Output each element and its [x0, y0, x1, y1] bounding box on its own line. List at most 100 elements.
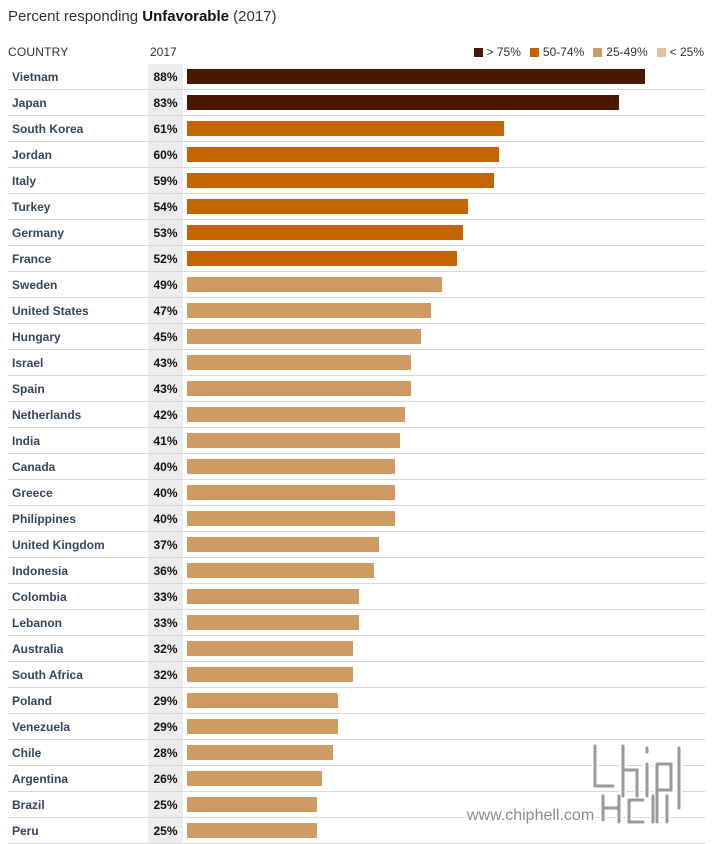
- bar: [187, 537, 380, 552]
- chart-row: Brazil 25%: [8, 792, 705, 818]
- country-label: Israel: [12, 356, 44, 370]
- bar: [187, 147, 499, 162]
- country-label: Indonesia: [12, 564, 69, 578]
- chart-row: Canada 40%: [8, 454, 705, 480]
- value-label: 54%: [153, 200, 178, 214]
- country-label: Chile: [12, 746, 42, 760]
- country-label: Japan: [12, 96, 47, 110]
- value-label: 32%: [153, 642, 178, 656]
- bar: [187, 641, 354, 656]
- value-label: 43%: [153, 356, 178, 370]
- legend-item-under-25: < 25%: [656, 45, 704, 59]
- legend-item-50-74: 50-74%: [529, 45, 585, 59]
- value-label: 47%: [153, 304, 178, 318]
- value-label: 88%: [153, 70, 178, 84]
- bar: [187, 95, 619, 110]
- chart-row: India 41%: [8, 428, 705, 454]
- legend-label: < 25%: [669, 45, 704, 59]
- legend-label: 25-49%: [606, 45, 648, 59]
- bar: [187, 667, 354, 682]
- bar: [187, 615, 359, 630]
- year-column-header: 2017: [150, 45, 177, 59]
- chart-row: Israel 43%: [8, 350, 705, 376]
- country-label: South Africa: [12, 668, 83, 682]
- country-label: Jordan: [12, 148, 53, 162]
- chart-row: Japan 83%: [8, 90, 705, 116]
- country-label: Brazil: [12, 798, 45, 812]
- chart-row: United States 47%: [8, 298, 705, 324]
- value-label: 42%: [153, 408, 178, 422]
- value-label: 49%: [153, 278, 178, 292]
- chart-row: Venezuela 29%: [8, 714, 705, 740]
- title-prefix: Percent responding: [8, 8, 143, 25]
- chart-row: United Kingdom 37%: [8, 532, 705, 558]
- bar: [187, 173, 494, 188]
- bar: [187, 277, 442, 292]
- value-label: 40%: [153, 512, 178, 526]
- chart-row: Indonesia 36%: [8, 558, 705, 584]
- chart-row: Philippines 40%: [8, 506, 705, 532]
- bar: [187, 251, 458, 266]
- country-label: Greece: [12, 486, 53, 500]
- value-label: 40%: [153, 486, 178, 500]
- value-label: 83%: [153, 96, 178, 110]
- country-label: Poland: [12, 694, 53, 708]
- country-column-header: COUNTRY: [8, 45, 69, 59]
- legend-item-over-75: > 75%: [473, 45, 521, 59]
- country-label: Hungary: [12, 330, 61, 344]
- country-label: France: [12, 252, 52, 266]
- legend: > 75% 50-74% 25-49% < 25%: [473, 45, 704, 59]
- legend-swatch: [593, 47, 603, 57]
- value-label: 32%: [153, 668, 178, 682]
- chart-row: South Africa 32%: [8, 662, 705, 688]
- bar: [187, 745, 333, 760]
- value-label: 33%: [153, 590, 178, 604]
- bar: [187, 563, 375, 578]
- chart-title: Percent responding Unfavorable (2017): [8, 8, 277, 25]
- bar: [187, 121, 505, 136]
- title-bold: Unfavorable: [142, 8, 229, 25]
- chart-row: Italy 59%: [8, 168, 705, 194]
- bar: [187, 693, 338, 708]
- value-label: 37%: [153, 538, 178, 552]
- bar: [187, 199, 468, 214]
- bar: [187, 303, 432, 318]
- value-label: 53%: [153, 226, 178, 240]
- bar: [187, 355, 411, 370]
- country-label: Lebanon: [12, 616, 62, 630]
- bar: [187, 433, 401, 448]
- country-label: Italy: [12, 174, 37, 188]
- bar: [187, 329, 421, 344]
- value-label: 52%: [153, 252, 178, 266]
- watermark-text: www.chiphell.com: [466, 807, 594, 824]
- bar: [187, 381, 411, 396]
- chart-row: Vietnam 88%: [8, 64, 705, 90]
- bar: [187, 823, 317, 838]
- value-label: 29%: [153, 694, 178, 708]
- chart-row: Jordan 60%: [8, 142, 705, 168]
- bar: [187, 511, 395, 526]
- country-label: United States: [12, 304, 89, 318]
- country-label: Peru: [12, 824, 39, 838]
- legend-item-25-49: 25-49%: [593, 45, 648, 59]
- bar-chart: Vietnam 88% Japan 83% South Korea 61% Jordan 60…: [0, 64, 713, 844]
- country-label: Philippines: [12, 512, 77, 526]
- chart-row: Spain 43%: [8, 376, 705, 402]
- value-label: 59%: [153, 174, 178, 188]
- bar: [187, 459, 395, 474]
- chart-row: Argentina 26%: [8, 766, 705, 792]
- chart-row: Hungary 45%: [8, 324, 705, 350]
- value-label: 40%: [153, 460, 178, 474]
- bar: [187, 69, 645, 84]
- chart-row: Sweden 49%: [8, 272, 705, 298]
- chart-row: Colombia 33%: [8, 584, 705, 610]
- bar: [187, 225, 463, 240]
- legend-label: > 75%: [486, 45, 521, 59]
- chart-row: Poland 29%: [8, 688, 705, 714]
- chart-row: Germany 53%: [8, 220, 705, 246]
- legend-label: 50-74%: [542, 45, 585, 59]
- chart-row: France 52%: [8, 246, 705, 272]
- value-label: 26%: [153, 772, 178, 786]
- country-label: Venezuela: [12, 720, 71, 734]
- value-label: 45%: [153, 330, 178, 344]
